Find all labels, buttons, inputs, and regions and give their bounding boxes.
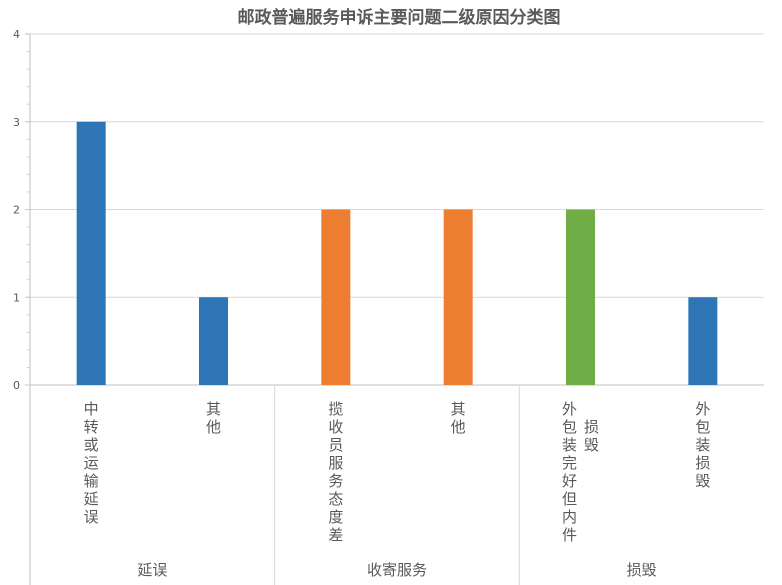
bar — [566, 209, 595, 385]
bars — [76, 121, 718, 385]
group-label: 损毁 — [627, 561, 657, 579]
y-tick-label: 2 — [13, 204, 20, 217]
y-tick-label: 0 — [13, 379, 20, 392]
bar — [321, 209, 351, 385]
category-label: 中转或运输延误 — [84, 400, 99, 526]
category-labels: 中转或运输延误 其他 揽收员服务态度差 其他 外包装完好但内件损毁 外包装损毁 — [84, 400, 711, 544]
gridlines — [25, 33, 764, 585]
category-label: 其他 — [206, 400, 221, 436]
bar — [688, 297, 718, 385]
category-label: 其他 — [451, 400, 466, 436]
category-label: 揽收员服务态度差 — [328, 400, 343, 544]
group-label: 收寄服务 — [367, 561, 427, 579]
category-label: 外包装损毁 — [695, 400, 710, 490]
y-tick-label: 4 — [13, 28, 20, 41]
bar — [199, 297, 228, 385]
category-label: 外包装完好但内件损毁 — [562, 400, 599, 544]
bar — [443, 209, 473, 385]
y-axis-ticks: 0 1 2 3 4 — [13, 28, 20, 392]
group-label: 延误 — [137, 561, 167, 579]
group-labels: 延误 收寄服务 损毁 — [137, 561, 656, 579]
chart-title: 邮政普遍服务申诉主要问题二级原因分类图 — [238, 7, 561, 28]
bar — [76, 121, 106, 385]
y-tick-label: 3 — [13, 116, 20, 129]
y-tick-label: 1 — [13, 291, 20, 304]
